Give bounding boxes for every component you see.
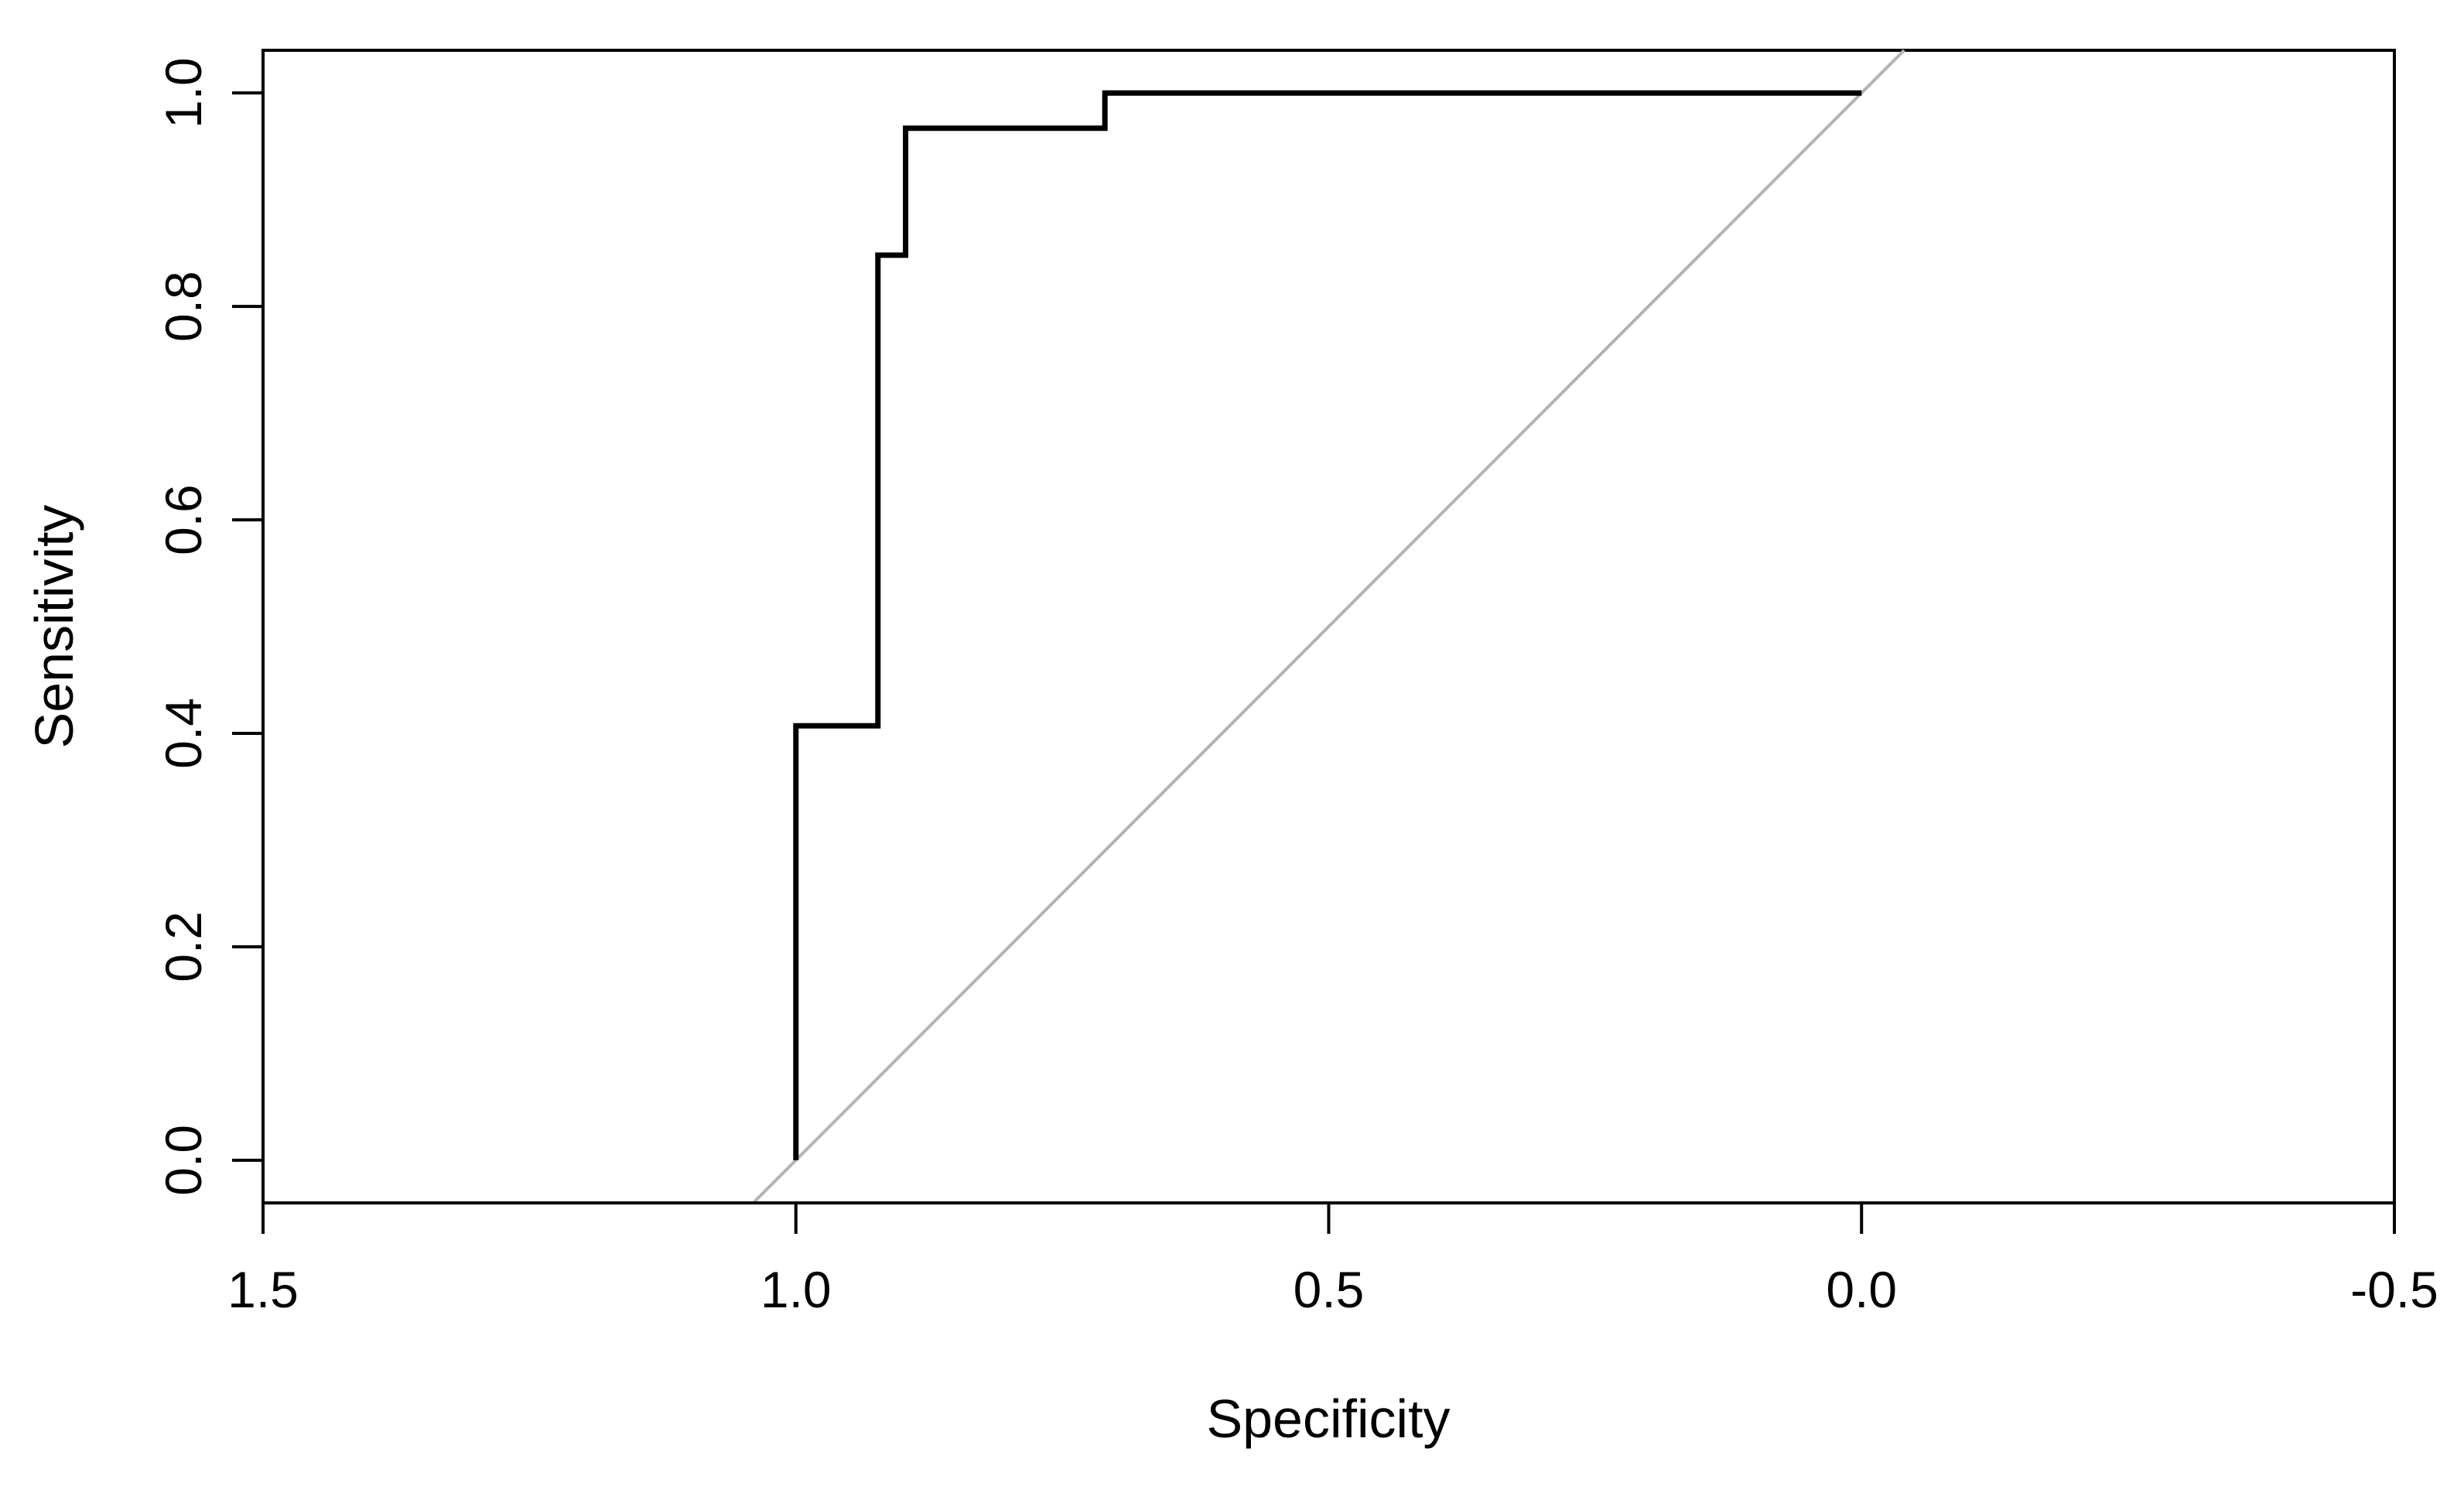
x-axis-title: Specificity	[1206, 1389, 1450, 1449]
x-tick-label: -0.5	[2350, 1261, 2438, 1318]
roc-curve-line	[793, 90, 1862, 1160]
y-tick-label: 0.2	[155, 911, 212, 982]
reference-diagonal-line	[752, 49, 1905, 1204]
y-tick-label: 0.4	[155, 698, 212, 769]
y-axis-title: Sensitivity	[24, 504, 84, 748]
y-tick-label: 1.0	[155, 57, 212, 128]
x-tick-label: 1.0	[760, 1261, 832, 1318]
x-tick-label: 1.5	[227, 1261, 299, 1318]
x-tick-label: 0.5	[1294, 1261, 1365, 1318]
series-group	[752, 49, 1905, 1204]
y-tick-label: 0.0	[155, 1125, 212, 1196]
y-tick-label: 0.8	[155, 271, 212, 342]
y-axis: 0.0 0.2 0.4 0.6 0.8 1.0	[155, 57, 265, 1196]
x-tick-label: 0.0	[1826, 1261, 1897, 1318]
y-tick-label: 0.6	[155, 484, 212, 555]
x-axis: 1.5 1.0 0.5 0.0 -0.5	[227, 1201, 2438, 1318]
